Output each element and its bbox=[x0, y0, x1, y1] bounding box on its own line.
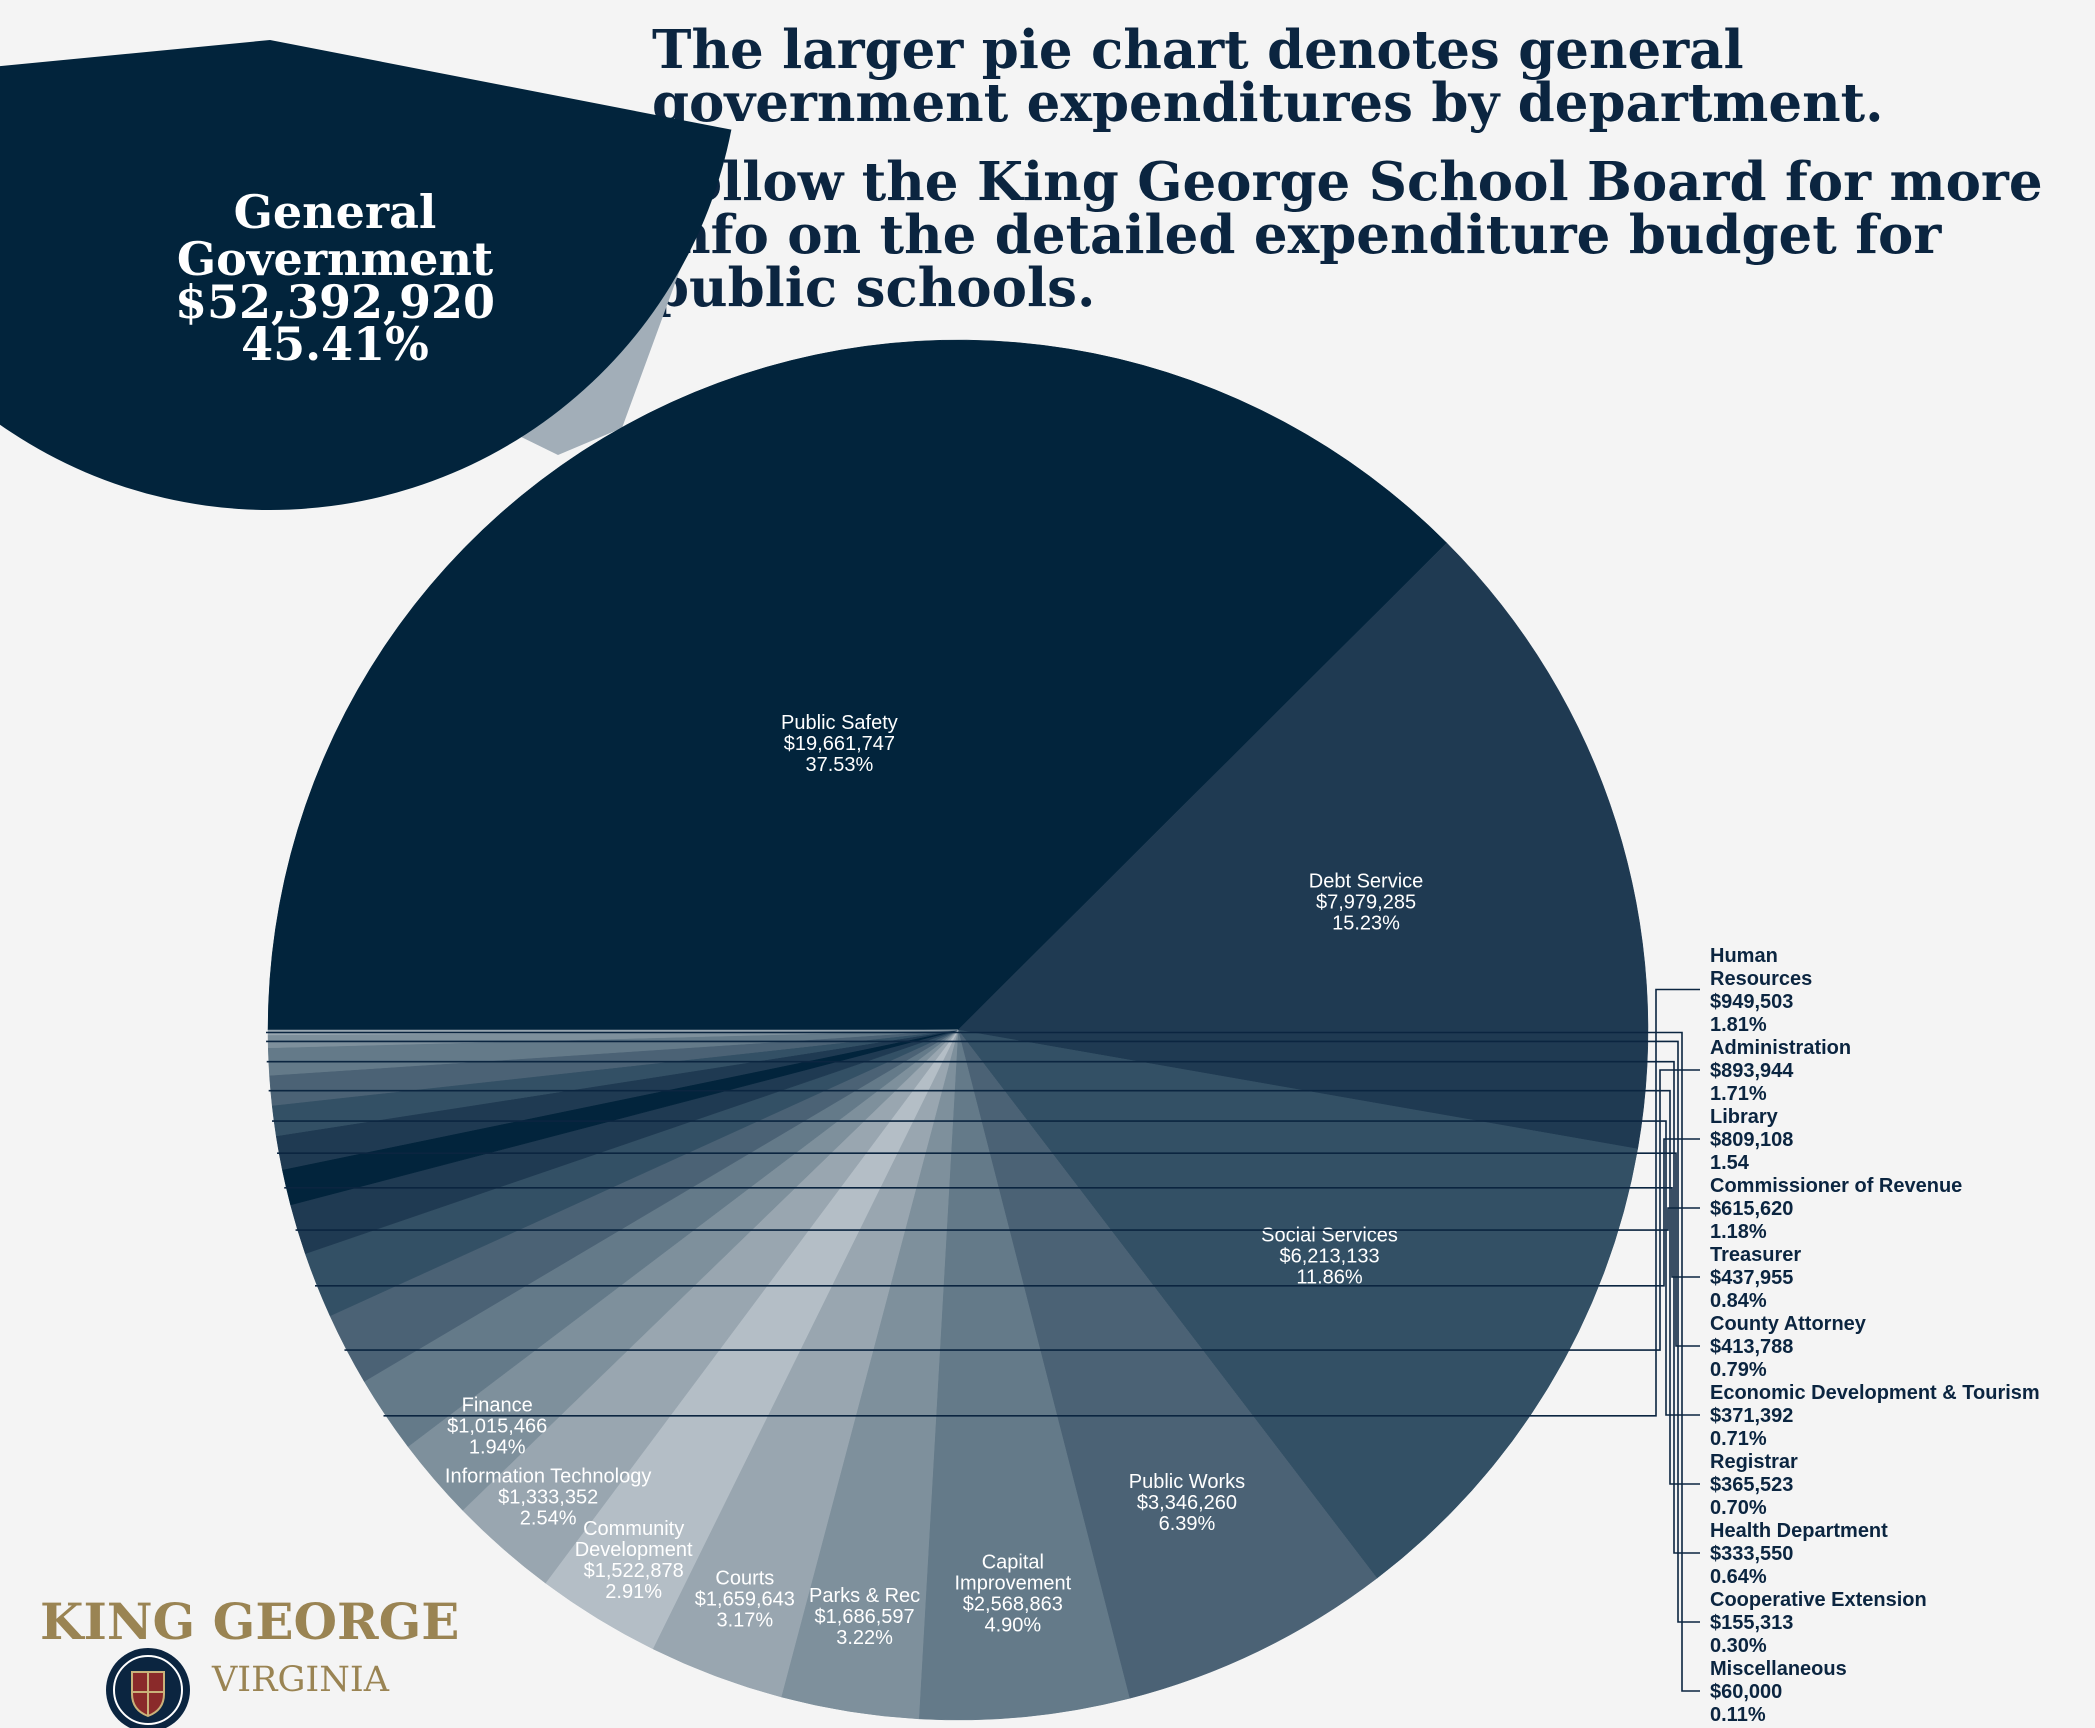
capital-improvement-label-0: Capital bbox=[982, 1552, 1044, 1574]
cooperative-extension-callout-2: 0.30% bbox=[1710, 1635, 1767, 1657]
information-technology-label-1: $1,333,352 bbox=[498, 1487, 598, 1509]
social-services-label-0: Social Services bbox=[1261, 1225, 1398, 1247]
economic-development-and-tourism-callout-1: $371,392 bbox=[1710, 1405, 1793, 1427]
administration-callout-1: $893,944 bbox=[1710, 1060, 1794, 1082]
administration-callout-0: Administration bbox=[1710, 1037, 1851, 1059]
capital-improvement-label-2: $2,568,863 bbox=[963, 1594, 1063, 1616]
debt-service-label-1: $7,979,285 bbox=[1316, 891, 1416, 913]
public-works-label-2: 6.39% bbox=[1159, 1513, 1216, 1535]
community-development-label-1: Development bbox=[575, 1539, 693, 1561]
community-development-label-0: Community bbox=[583, 1518, 684, 1540]
registrar-callout-1: $365,523 bbox=[1710, 1474, 1793, 1496]
slice-capital-improvement bbox=[918, 1029, 1130, 1721]
human-resources-callout-2: $949,503 bbox=[1710, 991, 1793, 1013]
information-technology-label-0: Information Technology bbox=[445, 1466, 651, 1488]
finance-label-1: $1,015,466 bbox=[447, 1415, 547, 1437]
finance-label-2: 1.94% bbox=[469, 1436, 526, 1458]
callout-labels: HumanResources$949,5031.81%Administratio… bbox=[266, 945, 2040, 1726]
public-safety-label-2: 37.53% bbox=[806, 754, 874, 776]
human-resources-leader-line bbox=[383, 988, 1700, 1417]
finance-label-0: Finance bbox=[462, 1394, 533, 1416]
capital-improvement-label-1: Improvement bbox=[955, 1573, 1072, 1595]
registrar-leader-line bbox=[268, 1089, 1700, 1485]
miscellaneous-leader-line bbox=[266, 1031, 1700, 1692]
economic-development-and-tourism-leader-line bbox=[272, 1120, 1700, 1416]
economic-development-and-tourism-callout-2: 0.71% bbox=[1710, 1428, 1767, 1450]
courts-label-0: Courts bbox=[715, 1568, 774, 1590]
cooperative-extension-callout-1: $155,313 bbox=[1710, 1612, 1793, 1634]
debt-service-label-0: Debt Service bbox=[1309, 870, 1424, 892]
community-development-label-3: 2.91% bbox=[605, 1581, 662, 1603]
logo-state-name: VIRGINIA bbox=[212, 1660, 389, 1700]
miscellaneous-callout-2: 0.11% bbox=[1710, 1704, 1766, 1726]
courts-label-1: $1,659,643 bbox=[695, 1589, 795, 1611]
commissioner-of-revenue-callout-0: Commissioner of Revenue bbox=[1710, 1175, 1962, 1197]
general-government-value: $52,392,920 bbox=[175, 275, 495, 329]
general-government-percent: 45.41% bbox=[241, 317, 429, 371]
commissioner-of-revenue-leader-line bbox=[295, 1207, 1700, 1231]
debt-service-label-2: 15.23% bbox=[1332, 912, 1400, 934]
county-seal-icon bbox=[106, 1648, 190, 1728]
health-department-callout-1: $333,550 bbox=[1710, 1543, 1793, 1565]
library-callout-2: 1.54 bbox=[1710, 1152, 1750, 1174]
county-attorney-leader-line bbox=[277, 1152, 1700, 1347]
health-department-callout-2: 0.64% bbox=[1710, 1566, 1767, 1588]
parks-and-rec-label-2: 3.22% bbox=[836, 1627, 893, 1649]
general-government-label-2: Government bbox=[177, 232, 494, 286]
capital-improvement-label-3: 4.90% bbox=[985, 1615, 1042, 1637]
human-resources-callout-1: Resources bbox=[1710, 968, 1812, 990]
economic-development-and-tourism-callout-0: Economic Development & Tourism bbox=[1710, 1382, 2040, 1404]
parks-and-rec-label-1: $1,686,597 bbox=[815, 1606, 915, 1628]
community-development-label-2: $1,522,878 bbox=[584, 1560, 684, 1582]
slice-public-safety bbox=[267, 339, 1448, 1031]
treasurer-callout-2: 0.84% bbox=[1710, 1290, 1767, 1312]
health-department-callout-0: Health Department bbox=[1710, 1520, 1888, 1542]
county-attorney-callout-2: 0.79% bbox=[1710, 1359, 1767, 1381]
health-department-leader-line bbox=[266, 1060, 1700, 1554]
public-works-label-1: $3,346,260 bbox=[1137, 1492, 1237, 1514]
cooperative-extension-callout-0: Cooperative Extension bbox=[1710, 1589, 1927, 1611]
social-services-label-1: $6,213,133 bbox=[1279, 1246, 1379, 1268]
headline-school-board: Follow the King George School Board for … bbox=[652, 151, 2043, 319]
public-works-label-0: Public Works bbox=[1129, 1471, 1245, 1493]
public-safety-label-1: $19,661,747 bbox=[784, 733, 895, 755]
treasurer-leader-line bbox=[284, 1187, 1700, 1278]
parks-and-rec-label-0: Parks & Rec bbox=[809, 1585, 920, 1607]
slice-debt-service bbox=[957, 542, 1649, 1150]
commissioner-of-revenue-callout-2: 1.18% bbox=[1710, 1221, 1767, 1243]
courts-label-2: 3.17% bbox=[716, 1610, 773, 1632]
logo-wordmark: KING GEORGE bbox=[40, 1592, 460, 1651]
registrar-callout-0: Registrar bbox=[1710, 1451, 1798, 1473]
cooperative-extension-leader-line bbox=[266, 1040, 1700, 1623]
human-resources-callout-3: 1.81% bbox=[1710, 1014, 1767, 1036]
headline-intro: The larger pie chart denotes general gov… bbox=[652, 19, 1884, 134]
slice-public-works bbox=[957, 1029, 1378, 1699]
library-callout-0: Library bbox=[1710, 1106, 1779, 1128]
social-services-label-2: 11.86% bbox=[1296, 1267, 1363, 1289]
registrar-callout-2: 0.70% bbox=[1710, 1497, 1767, 1519]
human-resources-callout-0: Human bbox=[1710, 945, 1778, 967]
library-callout-1: $809,108 bbox=[1710, 1129, 1793, 1151]
slice-social-services bbox=[957, 1029, 1638, 1579]
administration-callout-2: 1.71% bbox=[1710, 1083, 1767, 1105]
treasurer-callout-1: $437,955 bbox=[1710, 1267, 1793, 1289]
public-safety-label-0: Public Safety bbox=[781, 712, 898, 734]
miscellaneous-callout-1: $60,000 bbox=[1710, 1681, 1782, 1703]
commissioner-of-revenue-callout-1: $615,620 bbox=[1710, 1198, 1793, 1220]
general-government-label-1: General bbox=[234, 185, 437, 239]
information-technology-label-2: 2.54% bbox=[520, 1508, 577, 1530]
administration-leader-line bbox=[344, 1069, 1700, 1351]
miscellaneous-callout-0: Miscellaneous bbox=[1710, 1658, 1847, 1680]
treasurer-callout-0: Treasurer bbox=[1710, 1244, 1801, 1266]
county-attorney-callout-1: $413,788 bbox=[1710, 1336, 1793, 1358]
county-attorney-callout-0: County Attorney bbox=[1710, 1313, 1867, 1335]
slice-general-government bbox=[0, 40, 732, 510]
